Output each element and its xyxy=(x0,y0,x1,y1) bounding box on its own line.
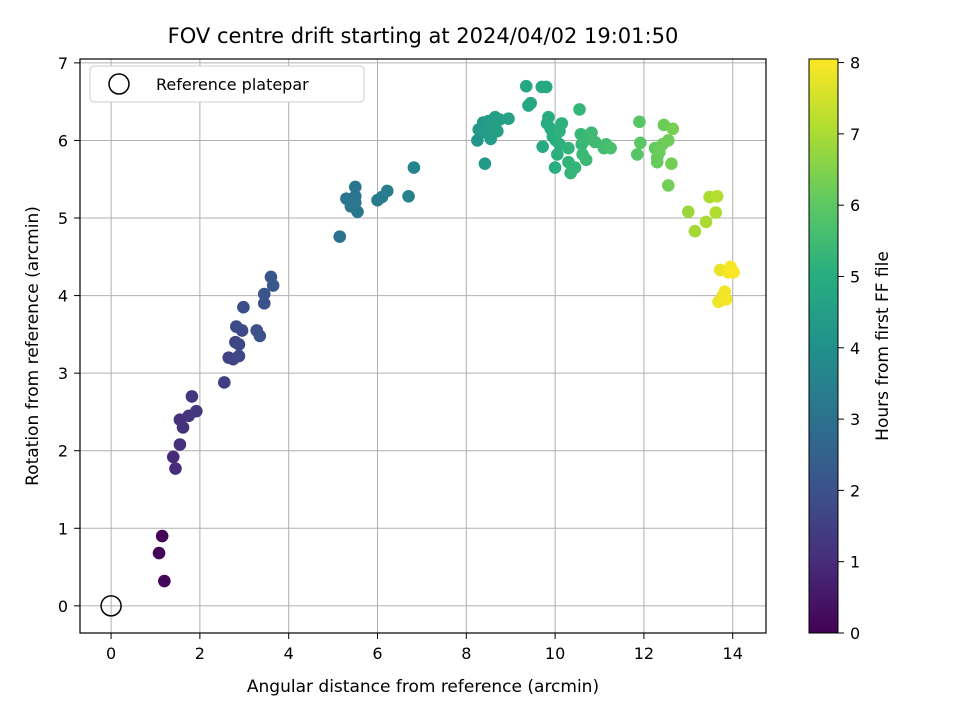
data-point xyxy=(185,390,199,403)
data-point xyxy=(232,338,246,351)
data-point xyxy=(536,140,549,153)
data-point xyxy=(333,230,347,243)
legend: Reference platepar xyxy=(89,65,365,103)
x-tick-label: 4 xyxy=(284,644,294,663)
colorbar-tick-label: 0 xyxy=(850,624,860,643)
data-point xyxy=(380,184,394,198)
x-tick-label: 2 xyxy=(195,644,205,663)
data-point xyxy=(173,438,187,451)
x-tick-label: 14 xyxy=(723,644,743,663)
x-tick-label: 12 xyxy=(634,644,654,663)
data-point xyxy=(688,224,702,238)
data-point xyxy=(266,279,280,292)
y-tick-label: 4 xyxy=(58,287,68,306)
y-tick-label: 0 xyxy=(58,597,68,616)
data-point xyxy=(681,205,695,219)
colorbar: 0 1 2 3 4 5 6 7 8 Hours from first FF file xyxy=(808,54,893,643)
data-point xyxy=(190,404,203,418)
legend-entry-reference: Reference platepar xyxy=(156,75,309,94)
data-point xyxy=(176,421,190,434)
data-point xyxy=(257,297,271,310)
chart-title: FOV centre drift starting at 2024/04/02 … xyxy=(168,24,679,48)
legend-reference-icon xyxy=(108,73,130,95)
colorbar-tick-label: 7 xyxy=(850,125,860,144)
data-point xyxy=(579,153,593,167)
data-point xyxy=(542,110,555,124)
data-point xyxy=(634,136,647,150)
data-point xyxy=(232,349,246,363)
data-point xyxy=(650,155,664,169)
data-point xyxy=(524,96,537,110)
colorbar-tick-label: 5 xyxy=(850,267,860,286)
data-point xyxy=(662,134,675,147)
x-axis-label: Angular distance from reference (arcmin) xyxy=(247,677,599,697)
data-point xyxy=(152,546,166,560)
scatter-points xyxy=(152,79,740,588)
data-point xyxy=(502,112,515,126)
data-point xyxy=(604,141,617,155)
data-point xyxy=(155,529,169,543)
x-tick-label: 8 xyxy=(461,644,471,663)
data-point xyxy=(158,574,171,588)
data-point xyxy=(727,266,740,279)
colorbar-tick-label: 1 xyxy=(850,553,860,572)
y-tick-label: 3 xyxy=(58,364,68,383)
x-axis-ticks: 0 2 4 6 8 10 12 14 xyxy=(106,633,743,663)
data-point xyxy=(402,189,415,203)
colorbar-label: Hours from first FF file xyxy=(873,251,893,441)
plot-frame xyxy=(79,58,767,634)
colorbar-tick-label: 4 xyxy=(850,339,860,358)
data-point xyxy=(218,376,231,389)
data-point xyxy=(169,462,182,475)
legend-box xyxy=(89,65,365,103)
colorbar-ticks: 0 1 2 3 4 5 6 7 8 xyxy=(838,54,860,643)
y-tick-label: 5 xyxy=(58,209,68,228)
x-tick-label: 0 xyxy=(106,644,116,663)
data-point xyxy=(662,179,675,192)
data-point xyxy=(710,189,724,203)
colorbar-tick-label: 8 xyxy=(850,54,860,73)
y-tick-label: 1 xyxy=(58,519,68,538)
data-point xyxy=(630,148,644,161)
data-point xyxy=(562,141,575,155)
data-point xyxy=(166,450,180,464)
data-point xyxy=(407,161,421,174)
data-point xyxy=(348,196,362,209)
y-tick-label: 7 xyxy=(58,54,68,73)
y-axis-ticks: 0 1 2 3 4 5 6 7 xyxy=(58,54,80,616)
data-point xyxy=(235,324,249,337)
data-point xyxy=(551,148,564,161)
data-point xyxy=(237,300,250,314)
data-point xyxy=(665,157,678,171)
colorbar-tick-label: 2 xyxy=(850,481,860,500)
data-point xyxy=(666,122,680,136)
data-point xyxy=(573,103,586,116)
colorbar-tick-label: 3 xyxy=(850,410,860,429)
data-point xyxy=(539,80,553,94)
data-point xyxy=(348,180,362,194)
y-tick-label: 6 xyxy=(58,131,68,150)
x-tick-label: 10 xyxy=(545,644,565,663)
data-point xyxy=(519,79,533,93)
data-point xyxy=(709,206,723,219)
reference-point-marker xyxy=(100,595,122,617)
y-tick-label: 2 xyxy=(58,442,68,461)
data-point xyxy=(555,117,569,130)
data-point xyxy=(478,157,492,171)
data-point xyxy=(257,287,271,301)
colorbar-tick-label: 6 xyxy=(850,196,860,215)
x-tick-label: 6 xyxy=(372,644,382,663)
data-point xyxy=(253,329,267,343)
data-point xyxy=(699,215,713,229)
data-point xyxy=(568,161,582,174)
data-point xyxy=(471,134,484,147)
data-point xyxy=(548,161,562,174)
data-point xyxy=(719,293,733,306)
colorbar-gradient xyxy=(808,58,839,634)
data-point xyxy=(633,115,646,129)
data-point xyxy=(588,135,602,149)
data-point xyxy=(491,124,504,138)
y-axis-label: Rotation from reference (arcmin) xyxy=(23,206,43,486)
